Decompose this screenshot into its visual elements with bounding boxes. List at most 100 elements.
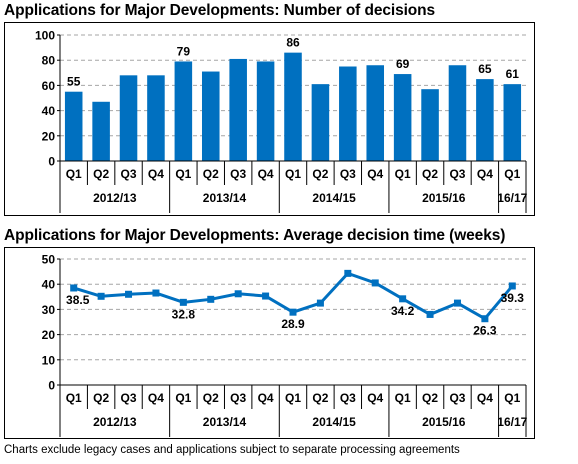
data-point <box>152 289 160 297</box>
x-tick-label-quarter: Q1 <box>175 167 191 181</box>
bar <box>339 66 357 161</box>
data-point <box>399 295 407 303</box>
x-tick-label-quarter: Q1 <box>66 391 82 405</box>
x-tick-label-quarter: Q1 <box>395 167 411 181</box>
x-tick-label-quarter: Q3 <box>449 167 465 181</box>
x-tick-label-quarter: Q3 <box>121 167 137 181</box>
x-tick-label-quarter: Q1 <box>395 391 411 405</box>
y-tick-label: 0 <box>48 155 55 169</box>
x-tick-label-quarter: Q2 <box>422 167 438 181</box>
data-point <box>453 299 461 307</box>
chart-frame-decisions: 0 20 40 60 80 100 55 79 86 69 65 61 Q1 Q2 Q3 Q4 Q1 Q2 Q3 Q4… <box>4 22 535 216</box>
y-tick-label: 20 <box>42 129 56 143</box>
x-tick-label-quarter: Q2 <box>312 391 328 405</box>
x-tick-label-year: 16/17 <box>497 191 527 205</box>
bar <box>229 58 247 161</box>
footnote: Charts exclude legacy cases and applicat… <box>4 444 460 456</box>
data-label: 61 <box>506 67 520 81</box>
x-tick-label-quarter: Q3 <box>340 167 356 181</box>
x-tick-label-quarter: Q4 <box>477 167 493 181</box>
x-tick-label-quarter: Q4 <box>258 167 274 181</box>
data-point <box>125 290 133 298</box>
x-tick-label-quarter: Q3 <box>121 391 137 405</box>
data-point <box>316 299 324 307</box>
data-label: 86 <box>286 36 300 50</box>
bar <box>256 61 275 161</box>
x-tick-label-quarter: Q4 <box>148 391 164 405</box>
data-label: 32.8 <box>172 307 196 321</box>
x-tick-label-year: 2014/15 <box>312 191 356 205</box>
data-label: 39.3 <box>501 291 525 305</box>
x-tick-label-quarter: Q1 <box>285 391 301 405</box>
data-point <box>371 279 379 287</box>
data-point <box>508 282 516 290</box>
data-label: 26.3 <box>473 324 497 338</box>
data-point <box>70 284 78 292</box>
data-label: 69 <box>396 57 410 71</box>
data-point <box>481 315 489 323</box>
y-tick-label: 30 <box>42 303 56 317</box>
y-tick-label: 40 <box>42 278 56 292</box>
bar <box>503 84 522 161</box>
x-tick-label-quarter: Q1 <box>504 167 520 181</box>
bar <box>201 71 220 161</box>
bar <box>174 61 193 161</box>
x-tick-label-year: 2012/13 <box>93 191 137 205</box>
x-tick-label-quarter: Q3 <box>449 391 465 405</box>
data-point <box>207 295 215 303</box>
y-tick-label: 60 <box>42 79 56 93</box>
y-tick-label: 0 <box>48 379 55 393</box>
data-label: 55 <box>67 75 81 89</box>
data-point <box>97 292 105 300</box>
x-tick-label-quarter: Q4 <box>258 391 274 405</box>
bar <box>476 79 494 161</box>
bar <box>448 65 467 161</box>
y-tick-label: 10 <box>42 353 56 367</box>
data-point <box>344 269 352 277</box>
bar <box>421 89 439 161</box>
data-label: 79 <box>177 44 191 58</box>
x-tick-label-quarter: Q4 <box>367 167 383 181</box>
bar <box>393 74 412 161</box>
data-label: 65 <box>478 62 492 76</box>
x-tick-label-quarter: Q2 <box>93 391 109 405</box>
x-tick-label-quarter: Q1 <box>504 391 520 405</box>
bar <box>284 52 302 161</box>
x-tick-label-year: 2013/14 <box>203 415 247 429</box>
bar <box>92 101 110 161</box>
x-tick-label-year: 2012/13 <box>93 415 137 429</box>
x-tick-label-year: 2014/15 <box>312 415 356 429</box>
y-tick-label: 50 <box>42 253 56 267</box>
x-tick-label-quarter: Q2 <box>203 391 219 405</box>
data-label: 28.9 <box>281 317 305 331</box>
x-tick-label-quarter: Q4 <box>367 391 383 405</box>
x-tick-label-quarter: Q4 <box>477 391 493 405</box>
y-tick-label: 100 <box>35 29 55 43</box>
x-tick-label-quarter: Q3 <box>340 391 356 405</box>
data-label: 34.2 <box>391 304 415 318</box>
data-point <box>234 290 242 298</box>
chart-title-decision-time: Applications for Major Developments: Ave… <box>4 227 506 244</box>
x-tick-label-quarter: Q2 <box>422 391 438 405</box>
x-tick-label-year: 2015/16 <box>422 415 466 429</box>
x-tick-label-year: 2015/16 <box>422 191 466 205</box>
bar <box>147 75 165 161</box>
y-tick-label: 20 <box>42 328 56 342</box>
data-point <box>426 310 434 318</box>
x-tick-label-quarter: Q4 <box>148 167 164 181</box>
x-tick-label-quarter: Q1 <box>66 167 82 181</box>
x-tick-label-quarter: Q2 <box>93 167 109 181</box>
bar-chart-decisions: 0 20 40 60 80 100 55 79 86 69 65 61 Q1 Q2 Q3 Q4 Q1 Q2 Q3 Q4… <box>35 29 528 213</box>
chart-frame-decision-time: 0 10 20 30 40 50 38.5 32.8 28.9 34.2 26.3 39.3 Q1 Q2 Q… <box>4 247 535 439</box>
x-tick-label-quarter: Q1 <box>285 167 301 181</box>
bar <box>366 65 385 161</box>
bar <box>119 75 138 161</box>
x-tick-label-quarter: Q2 <box>203 167 219 181</box>
line-chart-decision-time: 0 10 20 30 40 50 38.5 32.8 28.9 34.2 26.3 39.3 Q1 Q2 Q… <box>42 253 528 437</box>
y-tick-label: 80 <box>42 54 56 68</box>
x-tick-label-quarter: Q2 <box>312 167 328 181</box>
data-point <box>289 308 297 316</box>
data-point <box>262 292 270 300</box>
data-point <box>179 298 187 306</box>
